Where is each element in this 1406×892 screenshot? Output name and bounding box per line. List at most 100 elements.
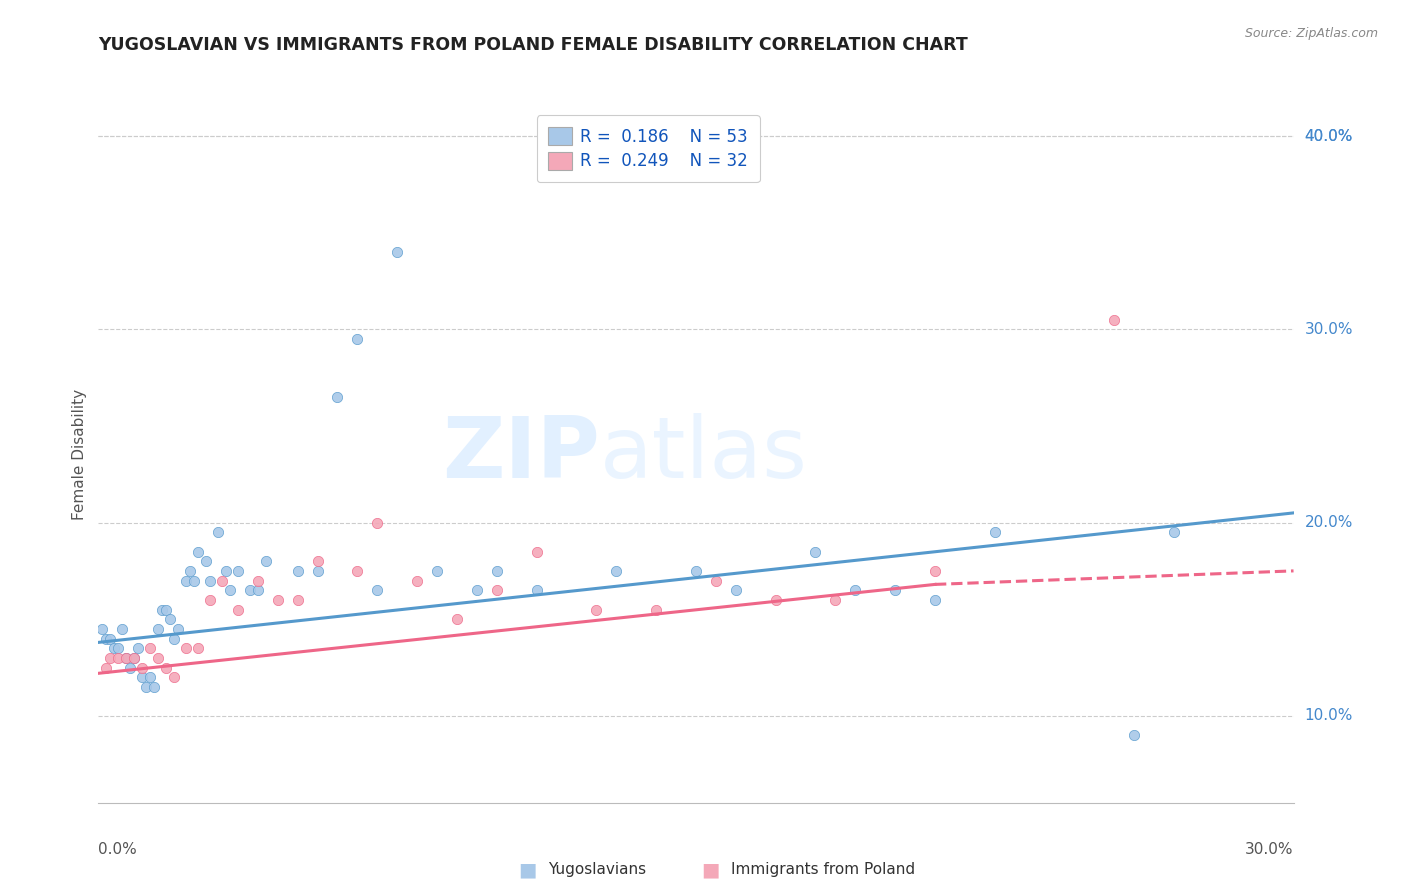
Point bbox=[585, 602, 607, 616]
Point bbox=[111, 622, 134, 636]
Point bbox=[194, 554, 218, 568]
Point bbox=[139, 670, 162, 684]
Point bbox=[1123, 728, 1146, 742]
Point bbox=[724, 583, 747, 598]
Point bbox=[174, 641, 197, 656]
Point bbox=[246, 583, 269, 598]
Point bbox=[187, 641, 209, 656]
Point bbox=[287, 564, 309, 578]
Point bbox=[385, 244, 409, 259]
Point bbox=[131, 670, 153, 684]
Text: 40.0%: 40.0% bbox=[1305, 128, 1353, 144]
Point bbox=[207, 525, 229, 540]
Point bbox=[239, 583, 262, 598]
Point bbox=[124, 651, 146, 665]
Text: Immigrants from Poland: Immigrants from Poland bbox=[731, 863, 915, 877]
Point bbox=[219, 583, 242, 598]
Point bbox=[131, 660, 153, 674]
Point bbox=[174, 574, 197, 588]
Point bbox=[685, 564, 707, 578]
Point bbox=[163, 632, 186, 646]
Point bbox=[148, 622, 170, 636]
Point bbox=[107, 651, 129, 665]
Point bbox=[120, 660, 142, 674]
Point bbox=[107, 641, 129, 656]
Point bbox=[98, 651, 122, 665]
Text: Yugoslavians: Yugoslavians bbox=[548, 863, 647, 877]
Point bbox=[135, 680, 157, 694]
Point bbox=[605, 564, 627, 578]
Point bbox=[115, 651, 138, 665]
Point bbox=[366, 583, 388, 598]
Text: Source: ZipAtlas.com: Source: ZipAtlas.com bbox=[1244, 27, 1378, 40]
Point bbox=[267, 592, 290, 607]
Point bbox=[91, 622, 114, 636]
Legend: R =  0.186    N = 53, R =  0.249    N = 32: R = 0.186 N = 53, R = 0.249 N = 32 bbox=[537, 115, 759, 182]
Point bbox=[366, 516, 388, 530]
Point bbox=[148, 651, 170, 665]
Text: 30.0%: 30.0% bbox=[1305, 322, 1353, 337]
Point bbox=[183, 574, 205, 588]
Point bbox=[143, 680, 166, 694]
Point bbox=[485, 564, 508, 578]
Point bbox=[465, 583, 488, 598]
Point bbox=[346, 564, 368, 578]
Point bbox=[124, 651, 146, 665]
Text: 30.0%: 30.0% bbox=[1246, 842, 1294, 856]
Point bbox=[824, 592, 846, 607]
Point bbox=[844, 583, 866, 598]
Point bbox=[287, 592, 309, 607]
Point bbox=[96, 660, 118, 674]
Point bbox=[426, 564, 449, 578]
Text: 20.0%: 20.0% bbox=[1305, 515, 1353, 530]
Point bbox=[159, 612, 181, 626]
Point bbox=[307, 554, 329, 568]
Point bbox=[211, 574, 233, 588]
Point bbox=[150, 602, 173, 616]
Point bbox=[704, 574, 727, 588]
Point bbox=[765, 592, 787, 607]
Text: YUGOSLAVIAN VS IMMIGRANTS FROM POLAND FEMALE DISABILITY CORRELATION CHART: YUGOSLAVIAN VS IMMIGRANTS FROM POLAND FE… bbox=[98, 36, 969, 54]
Point bbox=[198, 592, 221, 607]
Point bbox=[1163, 525, 1185, 540]
Point bbox=[924, 564, 946, 578]
Point bbox=[187, 544, 209, 558]
Point bbox=[446, 612, 468, 626]
Point bbox=[226, 564, 249, 578]
Point bbox=[983, 525, 1005, 540]
Point bbox=[163, 670, 186, 684]
Point bbox=[804, 544, 827, 558]
Point bbox=[326, 390, 349, 404]
Point bbox=[96, 632, 118, 646]
Point bbox=[485, 583, 508, 598]
Point bbox=[924, 592, 946, 607]
Point bbox=[98, 632, 122, 646]
Point bbox=[139, 641, 162, 656]
Text: ■: ■ bbox=[517, 860, 537, 880]
Text: 10.0%: 10.0% bbox=[1305, 708, 1353, 723]
Text: atlas: atlas bbox=[600, 413, 808, 497]
Point bbox=[155, 602, 177, 616]
Point bbox=[179, 564, 201, 578]
Point bbox=[115, 651, 138, 665]
Point bbox=[346, 332, 368, 346]
Point bbox=[198, 574, 221, 588]
Text: 0.0%: 0.0% bbox=[98, 842, 138, 856]
Point bbox=[127, 641, 149, 656]
Point bbox=[307, 564, 329, 578]
Point bbox=[246, 574, 269, 588]
Point bbox=[226, 602, 249, 616]
Point bbox=[167, 622, 190, 636]
Point bbox=[155, 660, 177, 674]
Point bbox=[103, 641, 125, 656]
Text: ZIP: ZIP bbox=[443, 413, 600, 497]
Point bbox=[526, 583, 548, 598]
Point bbox=[884, 583, 907, 598]
Point bbox=[406, 574, 429, 588]
Point bbox=[215, 564, 238, 578]
Text: ■: ■ bbox=[700, 860, 720, 880]
Point bbox=[526, 544, 548, 558]
Text: 40.0%: 40.0% bbox=[1305, 128, 1353, 144]
Point bbox=[254, 554, 277, 568]
Point bbox=[645, 602, 668, 616]
